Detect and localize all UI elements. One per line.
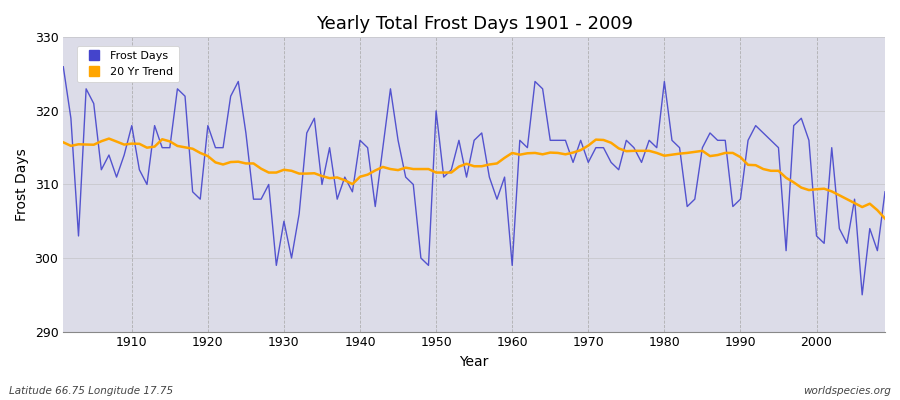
- Y-axis label: Frost Days: Frost Days: [15, 148, 29, 221]
- Text: Latitude 66.75 Longitude 17.75: Latitude 66.75 Longitude 17.75: [9, 386, 173, 396]
- X-axis label: Year: Year: [460, 355, 489, 369]
- Text: worldspecies.org: worldspecies.org: [803, 386, 891, 396]
- Title: Yearly Total Frost Days 1901 - 2009: Yearly Total Frost Days 1901 - 2009: [316, 15, 633, 33]
- Legend: Frost Days, 20 Yr Trend: Frost Days, 20 Yr Trend: [77, 46, 179, 82]
